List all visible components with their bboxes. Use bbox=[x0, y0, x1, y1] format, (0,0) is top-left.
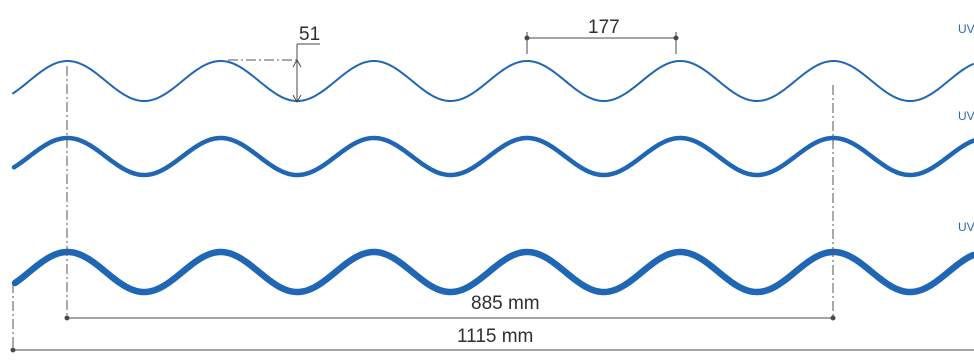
height-dimension bbox=[292, 43, 320, 104]
total-width-value: 1115 mm bbox=[457, 326, 533, 347]
uv-label-bottom: UV bbox=[958, 220, 974, 234]
uv-label-middle: UV bbox=[958, 109, 974, 123]
total-width-dimension bbox=[10, 347, 974, 353]
cover-width-value: 885 mm bbox=[471, 293, 540, 314]
cover-width-dimension bbox=[64, 315, 836, 321]
pitch-dimension bbox=[524, 32, 679, 54]
height-value: 51 bbox=[299, 24, 320, 45]
profile-wave-thin bbox=[12, 59, 974, 103]
profile-wave-thick bbox=[11, 248, 974, 296]
reference-lines bbox=[12, 59, 834, 350]
pitch-value: 177 bbox=[588, 17, 620, 38]
profile-wave-medium bbox=[11, 135, 974, 178]
uv-label-top: UV bbox=[958, 22, 974, 36]
